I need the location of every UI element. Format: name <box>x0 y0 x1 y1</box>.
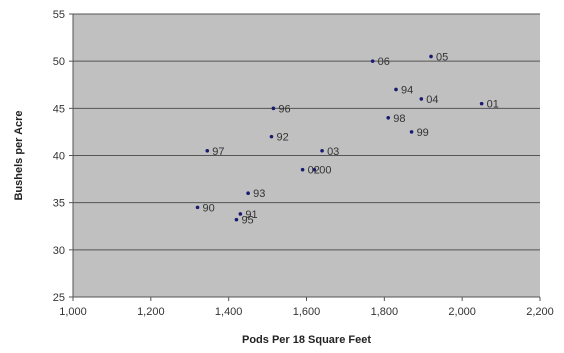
x-tick-label: 2,000 <box>448 306 476 318</box>
data-point-label: 92 <box>276 132 288 144</box>
data-point-marker <box>195 205 200 210</box>
x-axis-ticks: 1,000 1,200 1,400 1,600 1,800 2,000 2,200 <box>59 297 554 318</box>
data-point-marker <box>246 191 250 196</box>
x-tick-label: 1,000 <box>59 306 87 318</box>
data-point-marker <box>419 97 424 101</box>
x-tick-label: 1,200 <box>137 306 165 318</box>
y-tick-label: 35 <box>53 198 65 210</box>
data-point-label: 02 <box>308 165 320 177</box>
data-point-marker <box>409 130 414 134</box>
y-axis-ticks: 25 30 35 40 45 50 55 <box>53 9 73 304</box>
data-point-marker <box>300 167 305 172</box>
x-tick-label: 1,600 <box>293 306 321 318</box>
data-point-label: 05 <box>436 51 448 63</box>
data-point-marker <box>234 217 239 222</box>
x-tick-label: 1,400 <box>215 306 243 318</box>
data-point-marker <box>238 212 243 216</box>
x-axis-title: Pods Per 18 Square Feet <box>242 334 371 346</box>
y-tick-label: 55 <box>53 9 65 21</box>
y-tick-label: 25 <box>53 292 65 304</box>
data-point-marker <box>271 106 276 111</box>
data-point-label: 01 <box>487 99 499 111</box>
data-point-marker <box>370 59 375 63</box>
data-point-marker <box>320 148 324 153</box>
data-point-marker <box>394 87 398 92</box>
data-point-marker <box>429 54 433 59</box>
y-tick-label: 30 <box>53 245 65 257</box>
data-point-label: 90 <box>203 202 215 214</box>
data-point-marker <box>312 167 317 172</box>
data-point-label: 03 <box>327 146 339 158</box>
data-point-label: 95 <box>241 215 253 227</box>
data-point-label: 97 <box>212 146 224 158</box>
x-tick-label: 2,200 <box>526 306 554 318</box>
data-point-marker <box>479 101 484 106</box>
data-point-label: 93 <box>253 188 265 200</box>
data-point-label: 91 <box>245 209 257 221</box>
y-tick-label: 45 <box>53 103 65 115</box>
x-tick-label: 1,800 <box>371 306 399 318</box>
data-point-label: 99 <box>417 127 429 139</box>
data-points: 90 91 92 93 94 95 96 97 98 99 00 01 02 03 04 05 06 <box>195 51 499 227</box>
data-point-label: 06 <box>378 56 390 68</box>
y-tick-label: 40 <box>53 151 65 163</box>
data-point-label: 94 <box>401 84 413 96</box>
data-point-marker <box>386 115 391 120</box>
data-point-label: 96 <box>278 103 290 115</box>
y-axis-title: Bushels per Acre <box>13 110 25 200</box>
data-point-marker <box>205 148 210 153</box>
data-point-label: 04 <box>426 94 438 106</box>
data-point-label: 00 <box>319 165 331 177</box>
y-tick-label: 50 <box>53 56 65 68</box>
data-point-label: 98 <box>393 113 405 125</box>
data-point-marker <box>269 134 274 139</box>
